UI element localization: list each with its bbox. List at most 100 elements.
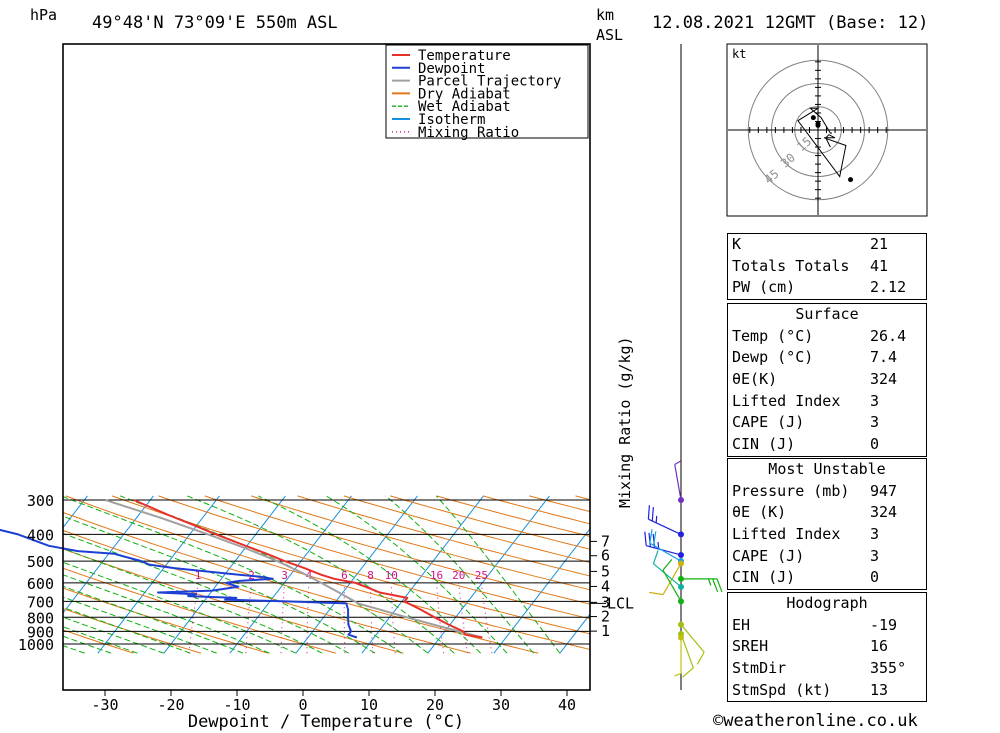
wind-barb-flag (652, 531, 657, 546)
surface-label: CIN (J) (732, 435, 796, 454)
wind-barb-flag (647, 505, 651, 520)
most-unstable-label: CAPE (J) (732, 546, 805, 565)
surface-value: 3 (870, 391, 880, 410)
x-tick-label: -20 (157, 696, 184, 714)
height-tick-label: 7 (601, 532, 610, 550)
most-unstable-value: 3 (870, 525, 880, 544)
wet-adiabat-line (63, 616, 165, 654)
dry-adiabat-line (63, 529, 472, 654)
legend-item-label: Dewpoint (418, 61, 485, 77)
surface-title: Surface (795, 305, 859, 323)
isotherm-line (559, 613, 590, 654)
most-unstable-row: Pressure (mb) 947 (728, 481, 926, 503)
index-label: K (732, 235, 742, 253)
dry-adiabat-line (204, 495, 590, 605)
wet-adiabat-line (63, 596, 217, 654)
wind-barb-flag (648, 532, 651, 547)
wind-barb-flag (712, 578, 719, 593)
plot-frame (62, 43, 591, 691)
isotherm-line (427, 495, 550, 654)
hodograph-marker (848, 177, 854, 183)
hodograph-trace (797, 107, 847, 178)
dewpoint-line (0, 528, 358, 639)
most-unstable-value: 324 (870, 503, 898, 522)
index-label: PW (cm) (732, 278, 796, 297)
wind-barb-flag (652, 550, 659, 564)
most-unstable-title: Most Unstable (768, 460, 886, 478)
dry-adiabat-line (250, 495, 590, 591)
height-tick-label: 1 (601, 622, 610, 640)
index-value: 21 (870, 235, 889, 253)
wet-adiabat-line (63, 574, 270, 654)
index-value: 2.12 (870, 278, 907, 297)
most-unstable-label: CIN (J) (732, 568, 796, 587)
wind-barb-flag (651, 507, 654, 522)
legend-box (385, 44, 589, 139)
dry-adiabat-line (390, 495, 590, 550)
parcel-trajectory-line (105, 499, 483, 639)
wind-barb-shaft (662, 569, 682, 602)
hodograph-stat-value: 355° (870, 659, 907, 678)
index-row: K 21 (728, 234, 926, 256)
most-unstable-value: 947 (870, 481, 898, 500)
x-tick-label: -10 (223, 696, 250, 714)
x-tick-label: 0 (298, 696, 307, 714)
index-value: 41 (870, 256, 889, 275)
hodograph-stat-label: EH (732, 615, 751, 634)
most-unstable-row: Lifted Index 3 (728, 524, 926, 546)
surface-label: Lifted Index (732, 391, 841, 410)
x-axis-title: Dewpoint / Temperature (°C) (188, 712, 464, 732)
mixing-ratio-label: 3 (281, 569, 288, 582)
most-unstable-value: 0 (870, 568, 880, 587)
km-label: km (596, 6, 614, 24)
hodograph-table-title: Hodograph (786, 594, 868, 612)
mixing-ratio-label: 10 (385, 569, 398, 582)
wind-column (644, 44, 723, 690)
wind-barb-flag (674, 460, 682, 466)
most-unstable-table: Most Unstable Pressure (mb) 947 θE (K) 324 L… (727, 458, 927, 591)
height-tick-label: 2 (601, 608, 610, 626)
index-row: Totals Totals 41 (728, 256, 926, 278)
pressure-tick-label: 400 (27, 526, 54, 544)
wind-barb-flag (649, 529, 653, 544)
mixing-ratio-label: 6 (341, 569, 348, 582)
wind-barb-flag (696, 651, 705, 665)
mixing-ratio-line (436, 582, 445, 654)
legend-item-label: Dry Adiabat (418, 86, 511, 102)
dry-adiabat-line (158, 495, 590, 620)
wet-adiabat-line (63, 561, 297, 654)
wind-barb-shaft (674, 464, 682, 501)
wind-barb-flag (716, 578, 723, 593)
surface-value: 7.4 (870, 348, 898, 367)
asl-label: ASL (596, 26, 623, 44)
copyright-footer[interactable]: ©weatheronline.co.uk (713, 711, 918, 731)
legend-item-label: Isotherm (418, 112, 485, 128)
surface-value: 3 (870, 413, 880, 432)
height-tick-label: 5 (601, 562, 610, 580)
mixing-ratio-line (343, 582, 346, 654)
pressure-tick-label: 900 (27, 623, 54, 641)
wet-adiabat-line (63, 515, 376, 654)
mixing-ratio-label: 1 (195, 569, 202, 582)
wind-barb-flag (655, 515, 658, 523)
hodograph-stat-row: EH -19 (728, 615, 926, 637)
wet-adiabat-line (325, 495, 508, 654)
mixing-ratio-line (390, 582, 396, 654)
most-unstable-label: θE (K) (732, 503, 787, 522)
hodograph-unit: kt (732, 47, 746, 61)
pressure-tick-label: 700 (27, 593, 54, 611)
wind-barb-flag (682, 667, 694, 678)
wind-barb-flag (644, 531, 647, 546)
wet-adiabat-line (187, 495, 455, 654)
hodograph-stat-value: -19 (870, 615, 898, 634)
indices-table: K 21 Totals Totals 41 PW (cm) 2.12 (727, 233, 927, 301)
wet-adiabat-line (63, 626, 138, 654)
isotherm-line (163, 495, 286, 654)
lcl-label: LCL (607, 594, 634, 612)
dry-adiabat-line (63, 548, 404, 654)
mixing-ratio-line (306, 582, 310, 654)
dry-adiabat-line (63, 629, 134, 654)
wet-adiabat-line (385, 495, 534, 654)
mixing-ratio-axis-title: Mixing Ratio (g/kg) (616, 336, 634, 508)
